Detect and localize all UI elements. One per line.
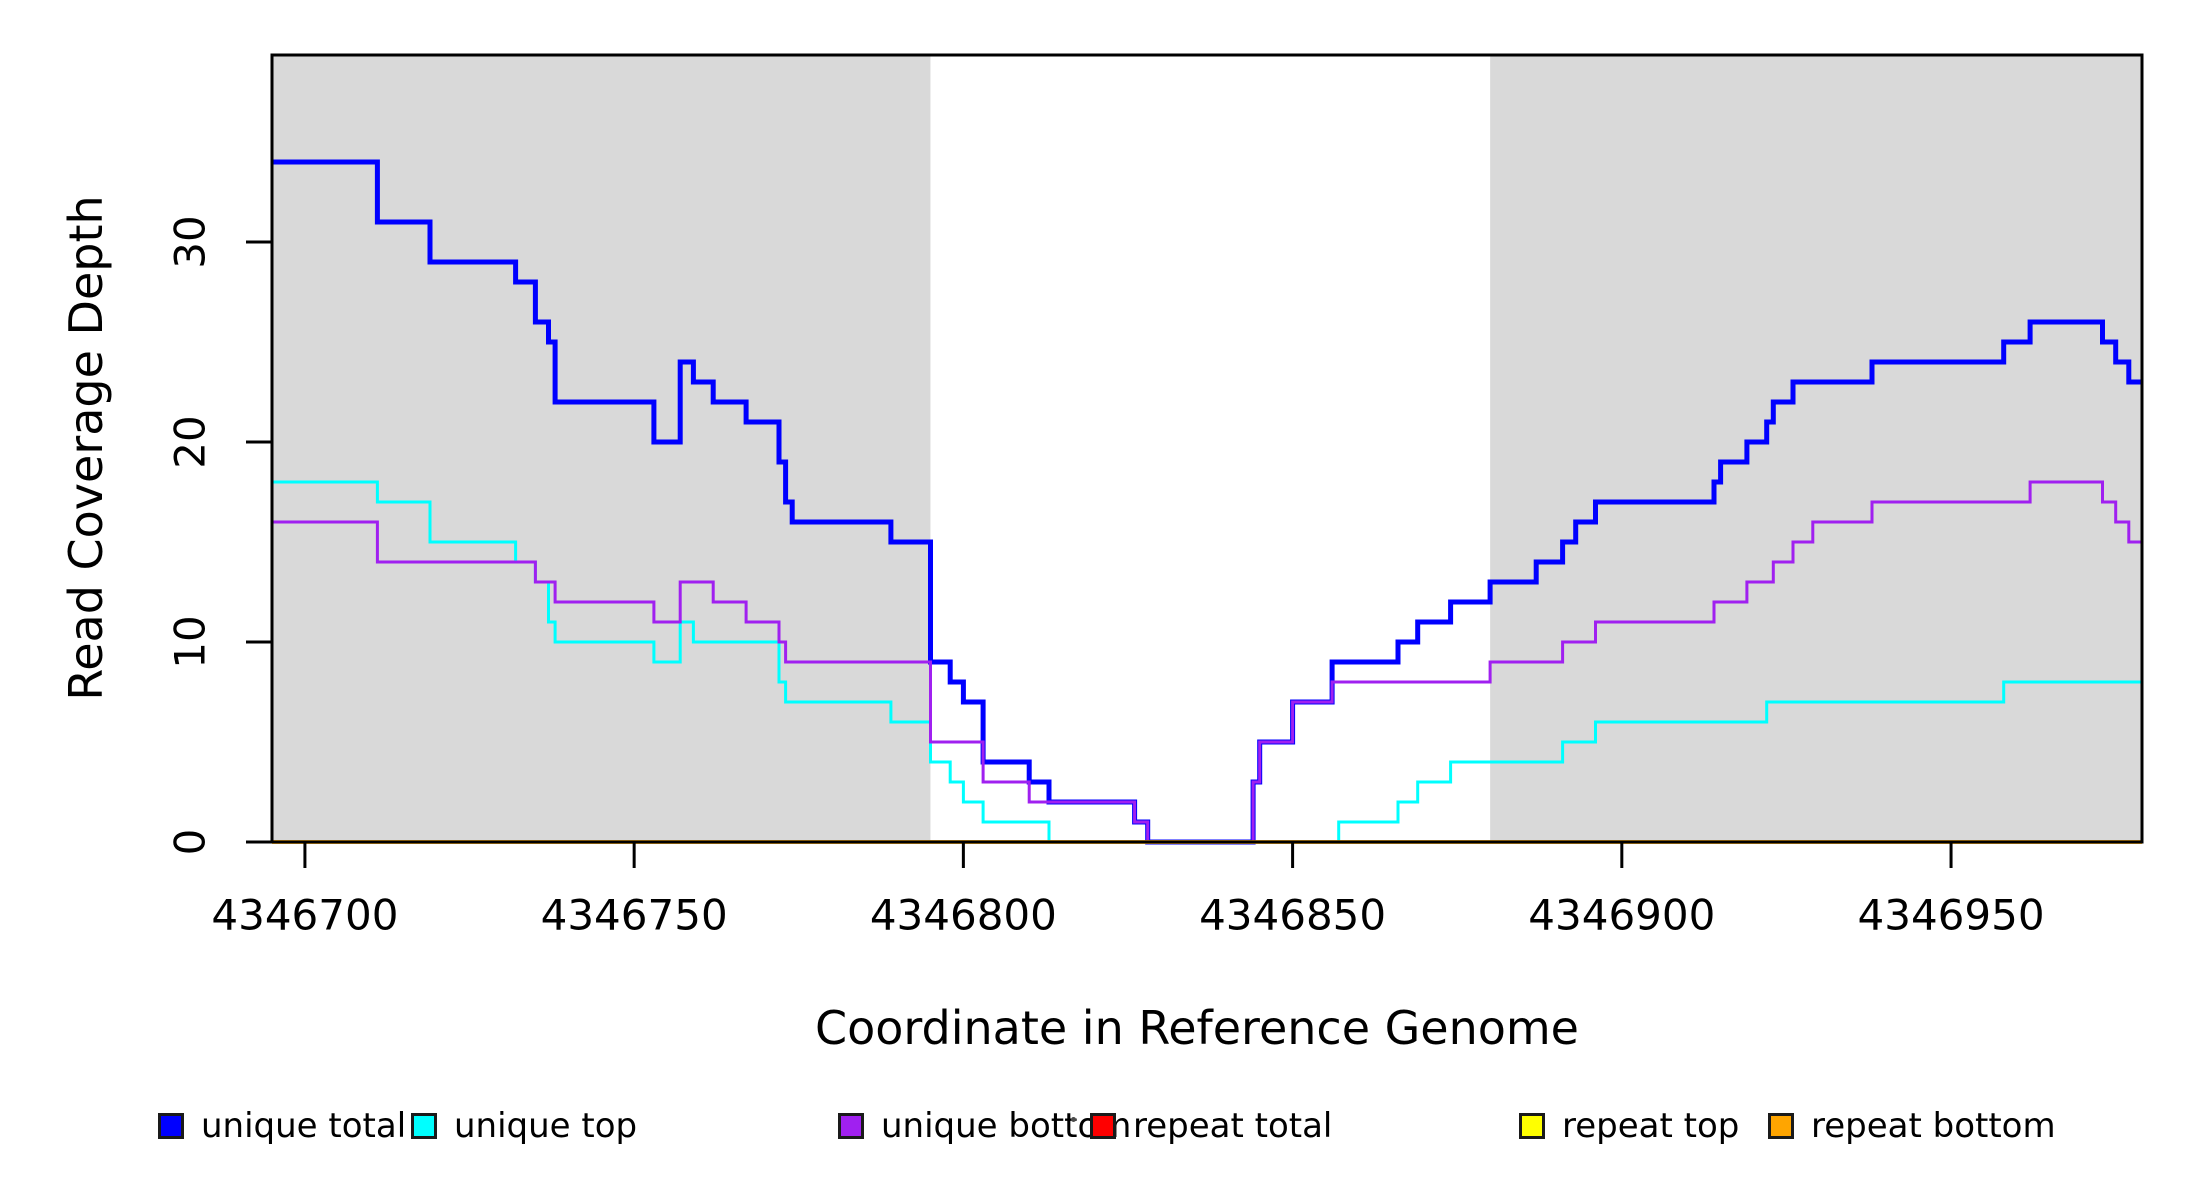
repeat-total-swatch-icon (1090, 1113, 1116, 1139)
legend-item-repeat-top: repeat top (1519, 1106, 1739, 1146)
right-unique-region (1490, 55, 2142, 842)
x-tick-label-4346850: 4346850 (1199, 890, 1387, 940)
unique-bottom-swatch-icon (838, 1113, 864, 1139)
legend-item-unique-top: unique top (411, 1106, 637, 1146)
y-axis-title: Read Coverage Depth (59, 195, 113, 701)
legend-artifact-dot (1071, 1117, 1076, 1122)
plot-border (270, 53, 2144, 844)
unique-top-swatch-icon (411, 1113, 437, 1139)
legend-label: unique bottom (881, 1106, 1132, 1146)
y-tick-label-30: 30 (165, 215, 215, 269)
x-tick-label-4346900: 4346900 (1528, 890, 1716, 940)
unique-total-swatch-icon (158, 1113, 184, 1139)
y-tick-label-10: 10 (165, 615, 215, 669)
legend-label: unique top (454, 1106, 638, 1146)
x-tick-label-4346750: 4346750 (540, 890, 728, 940)
legend-label: unique total (201, 1106, 407, 1146)
repeat-top-swatch-icon (1519, 1113, 1545, 1139)
legend-item-unique-bottom: unique bottom (838, 1106, 1131, 1146)
x-tick-label-4346700: 4346700 (211, 890, 399, 940)
repeat-bottom-swatch-icon (1768, 1113, 1794, 1139)
legend-label: repeat total (1133, 1106, 1333, 1146)
legend-item-unique-total: unique total (158, 1106, 406, 1146)
left-unique-region (272, 55, 931, 842)
y-tick-label-20: 20 (165, 415, 215, 469)
legend-item-repeat-total: repeat total (1090, 1106, 1332, 1146)
legend-label: repeat top (1562, 1106, 1740, 1146)
legend-label: repeat bottom (1811, 1106, 2056, 1146)
x-tick-label-4346800: 4346800 (869, 890, 1057, 940)
y-tick-label-0: 0 (165, 828, 215, 856)
legend-item-repeat-bottom: repeat bottom (1768, 1106, 2056, 1146)
x-tick-label-4346950: 4346950 (1857, 890, 2045, 940)
series-unique-bottom (272, 480, 2142, 844)
x-axis-title: Coordinate in Reference Genome (815, 1001, 1579, 1055)
